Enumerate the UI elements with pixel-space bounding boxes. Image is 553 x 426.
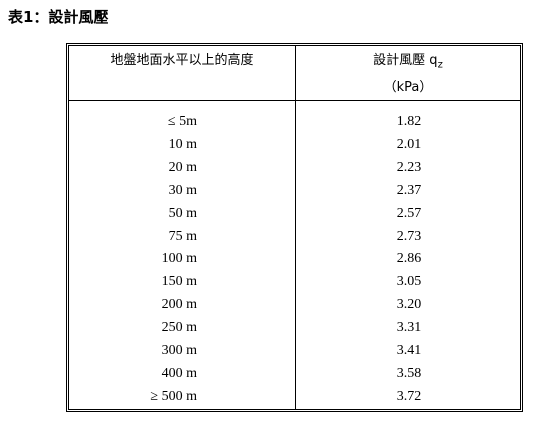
header-unit: （kPa） (383, 80, 433, 95)
height-cell: 250 m (161, 320, 197, 336)
pressure-cell: 2.23 (396, 159, 422, 175)
header-divider (69, 100, 520, 101)
pressure-cell: 2.73 (396, 228, 422, 244)
pressure-cell: 3.31 (396, 320, 422, 336)
height-cell: 150 m (161, 274, 197, 290)
height-cell: 20 m (168, 159, 197, 175)
pressure-cell: 3.05 (396, 274, 422, 290)
pressure-cell: 3.58 (396, 365, 422, 381)
table-title: 表1：設計風壓 (8, 8, 109, 26)
height-cell: 30 m (168, 182, 197, 198)
column-header: 地盤地面水平以上的高度 (110, 53, 254, 68)
pressure-cell: 2.37 (396, 182, 422, 198)
pressure-cell: 2.86 (396, 251, 422, 267)
height-cell: ≤ 5m (167, 114, 197, 129)
column-divider (295, 46, 296, 409)
height-cell: 50 m (168, 205, 197, 221)
height-cell: ≥ 500 m (150, 388, 197, 404)
height-cell: 100 m (161, 251, 197, 267)
pressure-cell: 2.57 (396, 205, 422, 221)
header-label: 設計風壓 q (373, 53, 438, 68)
pressure-cell: 3.20 (396, 297, 422, 313)
pressure-cell: 2.01 (396, 136, 422, 152)
column-header: 設計風壓 qz (296, 49, 520, 71)
pressure-cell: 3.72 (396, 388, 422, 404)
height-cell: 400 m (161, 365, 197, 381)
height-cell: 300 m (161, 343, 197, 358)
header-subscript: z (437, 59, 443, 71)
height-cell: 10 m (168, 136, 197, 152)
pressure-cell: 1.82 (396, 114, 422, 129)
height-cell: 75 m (168, 228, 197, 244)
height-cell: 200 m (161, 297, 197, 313)
table-border (66, 43, 523, 412)
pressure-cell: 3.41 (396, 343, 422, 358)
